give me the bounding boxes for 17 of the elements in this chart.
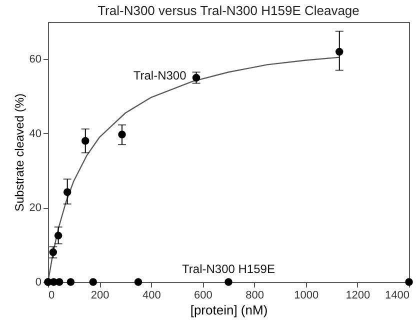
x-axis-title: [protein] (nM)	[190, 302, 268, 318]
chart-title: Tral-N300 versus Tral-N300 H159E Cleavage	[98, 3, 360, 18]
x-tick-label: 200	[90, 290, 110, 302]
x-tick-label: 1400	[385, 290, 410, 302]
y-tick-label: 0	[35, 276, 42, 288]
x-tick-label: 600	[194, 290, 212, 302]
y-axis-title: Substrate cleaved (%)	[12, 93, 26, 212]
series-label: Tral-N300 H159E	[182, 262, 275, 276]
y-tick-label: 60	[29, 54, 42, 66]
x-tick-label: 400	[142, 290, 161, 302]
series-label: Tral-N300	[133, 68, 187, 83]
x-tick-label: 0	[48, 290, 55, 302]
y-tick-label: 40	[29, 128, 42, 140]
x-tick-label: 800	[246, 290, 264, 302]
y-tick-label: 20	[29, 202, 42, 214]
x-tick-label: 1200	[346, 290, 370, 302]
x-tick-label: 1000	[294, 290, 319, 302]
